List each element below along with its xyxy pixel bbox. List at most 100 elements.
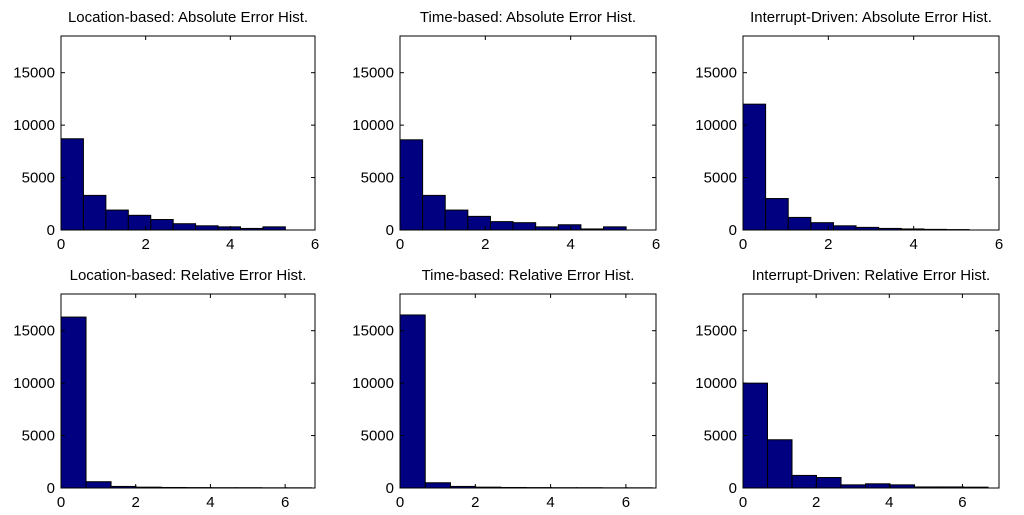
y-tick-label: 10000 [695, 375, 737, 392]
x-tick-label: 6 [995, 236, 1003, 253]
panel-title: Interrupt-Driven: Relative Error Hist. [752, 267, 990, 284]
y-tick-label: 5000 [22, 428, 55, 445]
y-tick-label: 10000 [352, 375, 394, 392]
panel-title: Location-based: Absolute Error Hist. [68, 9, 308, 26]
histogram-bar [512, 222, 537, 231]
x-tick-label: 2 [471, 494, 479, 511]
y-tick-label: 0 [729, 480, 737, 497]
histogram-bar [60, 316, 87, 489]
y-tick-label: 0 [386, 222, 394, 239]
histogram-bar [791, 474, 818, 489]
histogram-bar [914, 486, 940, 489]
x-tick-label: 6 [958, 494, 966, 511]
y-tick-label: 15000 [13, 65, 55, 82]
x-tick-label: 6 [622, 494, 630, 511]
histogram-bar [399, 139, 424, 231]
x-tick-label: 4 [206, 494, 214, 511]
histogram-bar [865, 483, 891, 489]
y-tick-label: 15000 [695, 65, 737, 82]
x-tick-label: 6 [652, 236, 660, 253]
y-tick-label: 5000 [361, 428, 394, 445]
x-tick-label: 2 [132, 494, 140, 511]
histogram-bar [535, 226, 559, 231]
y-tick-label: 5000 [704, 170, 737, 187]
panel-time-absolute: Time-based: Absolute Error Hist. 0 5000 100… [352, 9, 660, 253]
y-tick-label: 15000 [13, 323, 55, 340]
panel-interrupt-absolute: Interrupt-Driven: Absolute Error Hist. 0 5… [695, 9, 1003, 253]
histogram-bar [262, 226, 286, 231]
panel-time-relative: Time-based: Relative Error Hist. 0 5000 100… [352, 267, 657, 511]
x-tick-label: 4 [546, 494, 554, 511]
histogram-bar [489, 221, 514, 231]
histogram-bar [422, 194, 446, 231]
histogram-bar [172, 223, 197, 231]
panel-title: Time-based: Relative Error Hist. [422, 267, 635, 284]
panel-title: Location-based: Relative Error Hist. [70, 267, 307, 284]
histogram-bar [399, 314, 426, 489]
x-tick-label: 2 [812, 494, 820, 511]
y-tick-label: 10000 [13, 375, 55, 392]
panel-title: Interrupt-Driven: Absolute Error Hist. [750, 9, 992, 26]
histogram-bar [239, 227, 264, 231]
histogram-bar [82, 194, 107, 231]
histogram-bar [424, 482, 451, 489]
x-tick-label: 0 [396, 236, 404, 253]
histogram-bar [878, 227, 902, 231]
histogram-bar [105, 209, 129, 231]
y-tick-label: 10000 [695, 117, 737, 134]
histogram-bar [557, 224, 582, 231]
x-tick-label: 4 [226, 236, 234, 253]
x-tick-label: 0 [57, 494, 65, 511]
histogram-bar [787, 216, 812, 231]
histogram-bar [150, 219, 174, 231]
x-tick-label: 2 [141, 236, 149, 253]
histogram-bar [765, 198, 789, 231]
y-tick-label: 5000 [704, 428, 737, 445]
x-tick-label: 0 [57, 236, 65, 253]
histogram-bar [923, 228, 948, 231]
plot-area [399, 293, 657, 489]
y-tick-label: 0 [47, 480, 55, 497]
histogram-bar [855, 226, 880, 231]
histogram-bar [580, 228, 605, 231]
histogram-bar [444, 209, 469, 231]
histogram-bar [963, 486, 989, 489]
x-tick-label: 0 [739, 236, 747, 253]
histogram-bar [900, 228, 925, 231]
y-tick-label: 0 [47, 222, 55, 239]
histogram-bar [810, 222, 834, 231]
x-tick-label: 6 [311, 236, 319, 253]
histogram-bar [160, 486, 187, 489]
histogram-bar [135, 486, 162, 489]
y-tick-label: 15000 [352, 65, 394, 82]
histogram-bar [60, 138, 84, 231]
x-tick-label: 6 [281, 494, 289, 511]
panel-location-absolute: Location-based: Absolute Error Hist. 0 500… [13, 9, 319, 253]
x-tick-label: 2 [824, 236, 832, 253]
x-tick-label: 2 [481, 236, 489, 253]
histogram-bar [889, 484, 916, 489]
x-tick-label: 4 [885, 494, 893, 511]
y-tick-label: 0 [729, 222, 737, 239]
histogram-bar [475, 486, 502, 489]
histogram-bar [449, 485, 477, 489]
histogram-bar [217, 226, 241, 231]
histogram-bar [127, 214, 152, 231]
histogram-bar [500, 486, 527, 489]
y-tick-label: 5000 [22, 170, 55, 187]
x-tick-label: 4 [566, 236, 574, 253]
y-tick-label: 10000 [13, 117, 55, 134]
x-tick-label: 0 [739, 494, 747, 511]
panel-interrupt-relative: Interrupt-Driven: Relative Error Hist. 0 5… [695, 267, 1000, 511]
panel-location-relative: Location-based: Relative Error Hist. 0 500… [13, 267, 316, 511]
plot-area [60, 293, 316, 489]
y-tick-label: 15000 [695, 323, 737, 340]
histogram-bar [603, 226, 627, 231]
histogram-bar [742, 103, 767, 231]
y-tick-label: 0 [386, 480, 394, 497]
y-tick-label: 15000 [352, 323, 394, 340]
histogram-bar [767, 439, 793, 489]
panel-title: Time-based: Absolute Error Hist. [420, 9, 636, 26]
histogram-bar [85, 481, 112, 489]
y-tick-label: 10000 [352, 117, 394, 134]
